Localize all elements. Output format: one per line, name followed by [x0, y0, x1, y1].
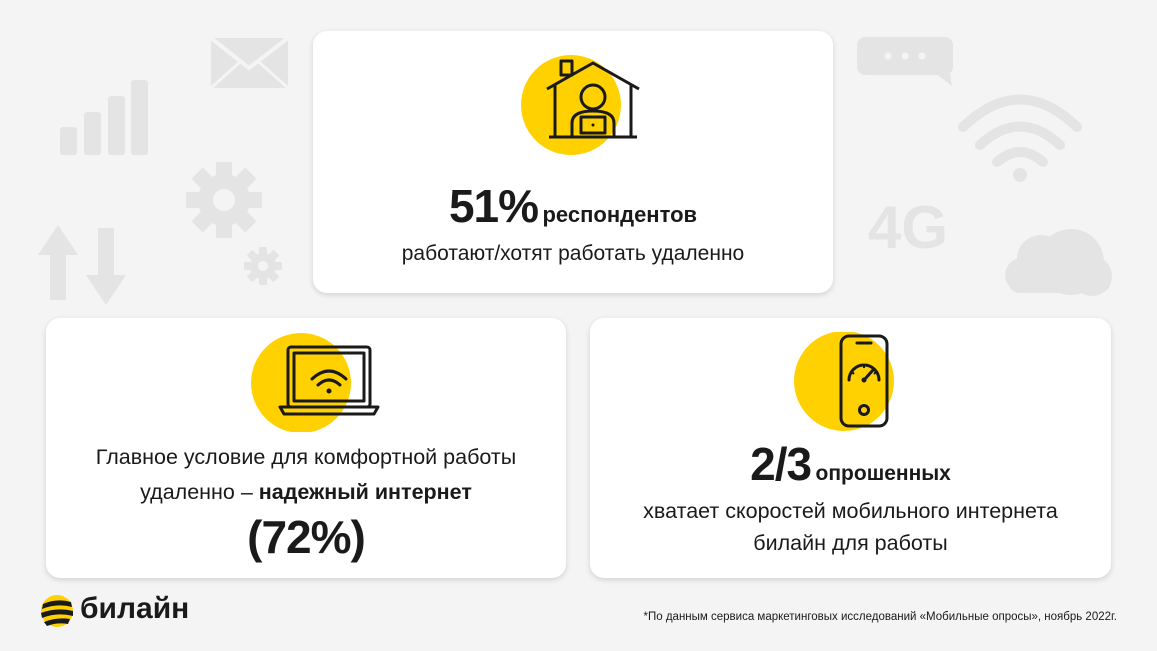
stat-51-percent: 51%	[448, 180, 539, 232]
arrows-updown-icon	[38, 225, 126, 305]
stat-line: 51% респондентов	[313, 179, 833, 233]
gear-icon	[186, 162, 262, 238]
footnote: *По данным сервиса маркетинговых исследо…	[643, 611, 1118, 623]
stat-line: 2/3 опрошенных	[590, 437, 1111, 491]
card-right-line1: хватает скоростей мобильного интернета	[643, 499, 1058, 523]
card-right-line2: билайн для работы	[753, 531, 948, 555]
card-remote-work: 51% респондентов работают/хотят работать…	[313, 31, 833, 293]
card-left-line2-bold: надежный интернет	[258, 480, 472, 504]
mail-icon	[209, 36, 290, 90]
laptop-wifi-icon	[251, 333, 380, 432]
beeline-logo-icon	[41, 595, 73, 627]
phone-speedometer-icon	[794, 332, 894, 431]
text-4g: 4G	[868, 194, 948, 261]
brand-name: билайн	[80, 592, 190, 625]
cloud-icon	[1005, 229, 1112, 296]
stat-72-percent: (72%)	[247, 511, 366, 563]
card-left-line1: Главное условие для комфортной работы	[95, 445, 517, 469]
house-remote-worker-icon	[521, 55, 640, 155]
stat-suffix: респондентов	[542, 202, 698, 227]
card-reliable-internet: Главное условие для комфортной работы уд…	[46, 318, 566, 578]
card-top-description: работают/хотят работать удаленно	[401, 242, 745, 265]
card-left-line2: удаленно – надежный интернет	[46, 480, 566, 505]
card-mobile-speed: 2/3 опрошенных хватает скоростей мобильн…	[590, 318, 1111, 578]
stat-two-thirds: 2/3	[750, 438, 812, 490]
signal-bars-icon	[60, 80, 148, 155]
stat-suffix: опрошенных	[815, 462, 951, 485]
chat-bubble-icon	[857, 37, 953, 86]
wifi-icon	[958, 94, 1082, 167]
card-left-line2-regular: удаленно –	[140, 480, 259, 504]
small-gear-icon	[244, 247, 282, 285]
